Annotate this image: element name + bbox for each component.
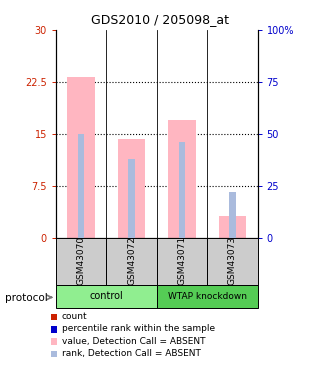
Text: percentile rank within the sample: percentile rank within the sample xyxy=(62,324,215,333)
Bar xyxy=(118,139,146,238)
Bar xyxy=(56,238,106,285)
Text: protocol: protocol xyxy=(5,293,48,303)
Text: GDS2010 / 205098_at: GDS2010 / 205098_at xyxy=(91,13,229,26)
Text: control: control xyxy=(90,291,123,301)
Bar xyxy=(219,216,246,238)
Bar xyxy=(168,120,196,238)
Text: WTAP knockdown: WTAP knockdown xyxy=(168,292,247,301)
Text: value, Detection Call = ABSENT: value, Detection Call = ABSENT xyxy=(62,337,205,346)
Bar xyxy=(56,285,157,308)
Text: count: count xyxy=(62,312,87,321)
Text: GSM43073: GSM43073 xyxy=(228,236,237,285)
Text: GSM43071: GSM43071 xyxy=(178,236,187,285)
Text: rank, Detection Call = ABSENT: rank, Detection Call = ABSENT xyxy=(62,349,201,358)
Text: GSM43072: GSM43072 xyxy=(127,236,136,285)
Bar xyxy=(207,238,258,285)
Bar xyxy=(179,142,185,238)
Bar xyxy=(67,77,95,238)
Text: GSM43070: GSM43070 xyxy=(77,236,86,285)
Bar xyxy=(128,159,135,238)
Bar xyxy=(157,285,258,308)
Bar xyxy=(78,134,84,238)
Bar xyxy=(106,238,157,285)
Bar xyxy=(157,238,207,285)
Bar xyxy=(229,192,236,238)
